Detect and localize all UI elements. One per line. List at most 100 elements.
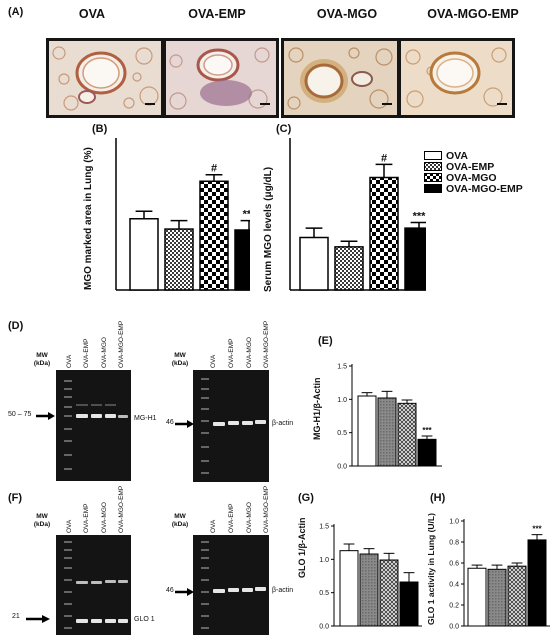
blot-f-lane-ova-mgo: OVA-MGO: [101, 502, 108, 533]
chart-b: # ***: [115, 138, 250, 291]
blot-d-right-mw: MW (kDa): [171, 352, 189, 367]
y-tick-label: 0.0: [337, 464, 347, 471]
significance-stars: ***: [532, 525, 542, 534]
micrograph-ova-emp: [163, 38, 279, 118]
legend: OVA OVA-EMP OVA-MGO OVA-MGO-EMP: [424, 149, 550, 195]
blot-d-actin-label: β-actin: [272, 420, 294, 427]
bar-ova: [467, 567, 487, 627]
bar-ova-emp: [359, 553, 379, 627]
bar-ova-mgo: [379, 559, 399, 627]
chart-h-ylabel: GLO 1 activity in Lung (U/L): [426, 513, 436, 625]
y-tick-label: 0.5: [337, 430, 347, 437]
chart-b-ylabel: MGO marked area in Lung (%): [83, 147, 94, 290]
legend-swatch-check: [424, 162, 442, 171]
blot-f-glo1-membrane: [56, 535, 131, 635]
bar-ova: [129, 218, 159, 291]
bar-ova-mgo: [507, 565, 527, 627]
blot-d-lane-ova-mgo-emp: OVA-MGO-EMP: [118, 320, 125, 368]
blot-d-band-label: MG-H1: [134, 415, 157, 422]
bar-ova-mgo-emp: [417, 438, 437, 467]
y-tick-label: 1.5: [319, 524, 329, 531]
legend-swatch-white: [424, 151, 442, 160]
panel-f-label: (F): [8, 492, 23, 504]
y-tick-label: 0.4: [449, 582, 459, 589]
blot-d2-lane-ova-mgo: OVA-MGO: [246, 337, 253, 368]
panel-a-title-ova-emp: OVA-EMP: [188, 7, 246, 21]
legend-label: OVA: [446, 149, 468, 162]
blot-d-marker-label: 50 – 75: [8, 411, 32, 418]
legend-item-ova: OVA: [424, 149, 550, 162]
y-tick-label: 0.8: [449, 540, 459, 547]
bar-ova-mgo-emp: [399, 581, 419, 627]
bar-ova-mgo: [199, 180, 229, 291]
y-tick-label: 0.6: [449, 561, 459, 568]
significance-stars: ***: [413, 211, 426, 223]
panel-e-label: (E): [318, 335, 333, 347]
blot-d-left-mw: MW (kDa): [33, 352, 51, 367]
legend-item-ova-mgo: OVA-MGO: [424, 171, 550, 184]
blot-f2-lane-ova-mgo: OVA-MGO: [246, 502, 253, 533]
bar-ova-mgo-emp: [404, 227, 426, 291]
blot-f-lane-ova-mgo-emp: OVA-MGO-EMP: [118, 485, 125, 533]
bar-ova-mgo: [369, 176, 399, 291]
blot-d-lane-ova-mgo: OVA-MGO: [101, 337, 108, 368]
chart-g-ylabel: GLO 1/β-Actin: [297, 517, 307, 579]
blot-f2-lane-ova-mgo-emp: OVA-MGO-EMP: [263, 485, 270, 533]
micrograph-ova-mgo-emp: [398, 38, 515, 118]
legend-label: OVA-EMP: [446, 160, 495, 173]
blot-f-right-arrow: [175, 588, 194, 596]
blot-f-right-mw: MW (kDa): [171, 513, 189, 528]
bar-ova-emp: [164, 228, 194, 291]
panel-d-label: (D): [8, 320, 24, 332]
legend-label: OVA-MGO: [446, 171, 497, 184]
bar-ova-emp: [334, 246, 364, 291]
bar-ova-mgo-emp: [234, 229, 250, 291]
bar-ova-emp: [377, 397, 397, 467]
y-tick-label: 0.0: [319, 624, 329, 631]
bar-ova: [357, 395, 377, 467]
legend-item-ova-mgo-emp: OVA-MGO-EMP: [424, 182, 550, 195]
blot-d-lane-ova: OVA: [66, 354, 73, 368]
panel-b-label: (B): [92, 123, 108, 135]
blot-f-lane-ova: OVA: [66, 519, 73, 533]
blot-d-actin-marker: 46: [166, 419, 174, 426]
blot-d-right-arrow: [175, 420, 194, 428]
blot-d-lane-ova-emp: OVA-EMP: [83, 338, 90, 369]
blot-d-actin-membrane: [193, 370, 269, 482]
blot-f-actin-marker: 46: [166, 587, 174, 594]
blot-d-left-arrow: [36, 412, 55, 420]
chart-e: 0.0 0.5 1.0 1.5 ***: [337, 364, 442, 471]
legend-label: OVA-MGO-EMP: [446, 182, 523, 195]
y-tick-label: 1.5: [337, 364, 347, 371]
panel-a-title-ova-mgo: OVA-MGO: [316, 7, 378, 21]
panel-g-label: (G): [298, 492, 314, 504]
bar-ova-emp: [487, 568, 507, 627]
micrograph-ova: [46, 38, 164, 118]
chart-c: # ***: [289, 138, 426, 291]
significance-stars: ***: [243, 209, 250, 221]
chart-g: 0.0 0.5 1.0 1.5: [319, 524, 422, 631]
legend-swatch-black: [424, 184, 442, 193]
blot-d2-lane-ova-mgo-emp: OVA-MGO-EMP: [263, 320, 270, 368]
bar-ova: [299, 236, 329, 291]
blot-f2-lane-ova-emp: OVA-EMP: [228, 503, 235, 534]
panel-c-label: (C): [276, 123, 292, 135]
y-tick-label: 0.0: [449, 624, 459, 631]
bar-ova-mgo: [397, 402, 417, 467]
y-tick-label: 0.5: [319, 590, 329, 597]
significance-hash: #: [211, 163, 217, 175]
panel-a-label: (A): [8, 6, 24, 18]
bar-ova-mgo-emp: [527, 539, 547, 627]
y-tick-label: 1.0: [449, 519, 459, 526]
legend-swatch-hatch: [424, 173, 442, 182]
y-tick-label: 1.0: [337, 397, 347, 404]
blot-d2-lane-ova-emp: OVA-EMP: [228, 338, 235, 369]
panel-a-title-ova-mgo-emp: OVA-MGO-EMP: [427, 7, 519, 21]
chart-c-ylabel: Serum MGO levels (μg/dL): [263, 166, 274, 292]
blot-f-left-mw: MW (kDa): [33, 513, 51, 528]
blot-f-lane-ova-emp: OVA-EMP: [83, 503, 90, 534]
blot-f2-lane-ova: OVA: [210, 519, 217, 533]
chart-h: 0.0 0.2 0.4 0.6 0.8 1.0 ***: [449, 519, 550, 631]
legend-item-ova-emp: OVA-EMP: [424, 160, 550, 173]
significance-stars: ***: [422, 426, 432, 435]
